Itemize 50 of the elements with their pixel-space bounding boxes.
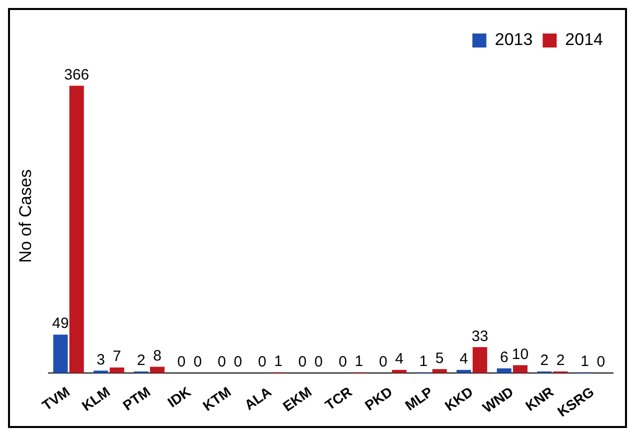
data-label: 2 [556, 352, 565, 370]
data-label: 3 [96, 351, 105, 368]
bar [53, 334, 68, 374]
data-label: 0 [378, 354, 388, 371]
data-label: 33 [472, 328, 488, 345]
data-label: 6 [500, 348, 508, 366]
bar [496, 368, 512, 374]
x-tick-label: PKD [362, 383, 396, 414]
data-label: 7 [112, 348, 122, 366]
data-label: 0 [193, 354, 202, 371]
legend-label: 2013 [494, 30, 533, 50]
data-label: 5 [435, 350, 444, 367]
data-label: 0 [596, 354, 606, 371]
x-tick-label: ALA [241, 383, 274, 414]
bar [94, 370, 108, 374]
data-label: 1 [274, 352, 282, 370]
x-tick-label: KKD [442, 383, 476, 414]
data-label: 2 [136, 352, 146, 370]
data-label: 0 [234, 354, 242, 371]
data-label: 0 [218, 354, 226, 371]
data-label: 1 [354, 352, 364, 370]
bar [392, 370, 407, 374]
data-label: 2 [540, 352, 549, 370]
bar [432, 369, 447, 374]
data-label: 0 [258, 354, 266, 371]
bar [456, 370, 472, 374]
data-label: 4 [395, 350, 404, 368]
x-tick-label: MLP [402, 383, 436, 414]
data-label: 4 [460, 350, 468, 368]
bar [150, 366, 165, 374]
x-tick-label: IDK [164, 383, 194, 410]
data-label: 49 [52, 315, 69, 332]
data-label: 10 [512, 346, 529, 363]
data-label: 0 [298, 354, 307, 371]
bar [69, 86, 84, 374]
bar [110, 368, 124, 374]
bar [512, 365, 528, 374]
data-label: 8 [153, 347, 162, 364]
data-label: 366 [64, 66, 90, 84]
data-label: 1 [419, 352, 428, 370]
x-tick-label: KNR [522, 383, 556, 414]
data-label: 1 [580, 352, 589, 370]
data-label: 0 [338, 354, 347, 371]
x-tick-label: TVM [39, 383, 72, 414]
legend-label: 2014 [565, 30, 604, 50]
data-label: 0 [314, 354, 323, 371]
x-tick-label: TCR [322, 383, 355, 414]
y-axis-title: No of Cases [16, 169, 35, 263]
data-label: 0 [177, 354, 186, 371]
bar [472, 347, 488, 374]
